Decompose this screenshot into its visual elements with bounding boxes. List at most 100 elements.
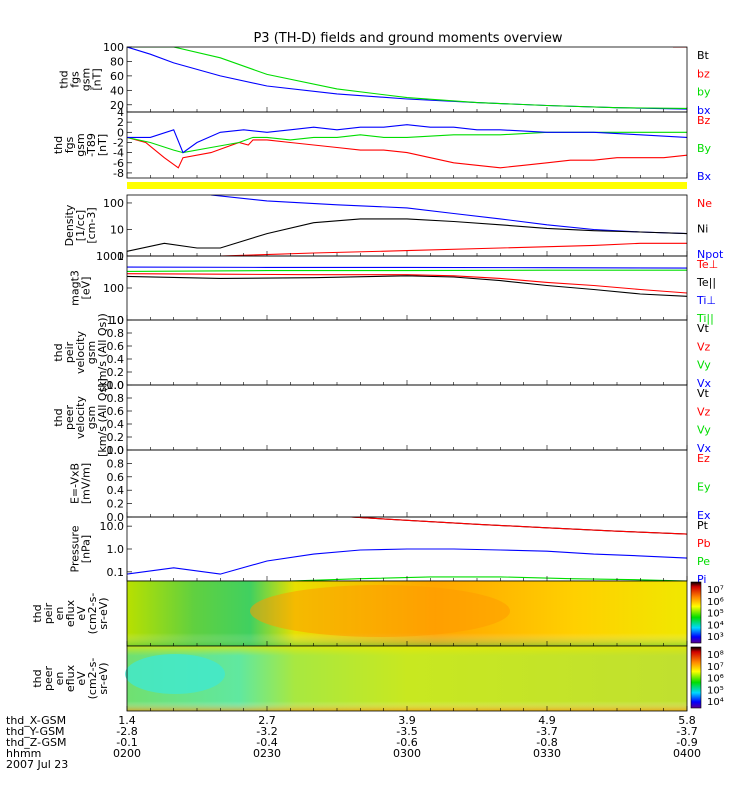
colorbar-tick-label: 10⁵ — [707, 685, 724, 696]
x-tick-label: -0.4 — [256, 736, 277, 749]
x-tick-label: -0.6 — [396, 736, 417, 749]
y-axis-label: [mV/m] — [80, 463, 93, 504]
x-tick-label: 4.9 — [538, 714, 556, 727]
y-axis-label: en — [53, 672, 66, 686]
y-tick-label: 10 — [110, 223, 124, 236]
legend-label: Te|| — [696, 276, 716, 289]
flag-bar — [127, 182, 687, 189]
colorbar-tick-label: 10³ — [707, 632, 724, 643]
colorbar-tick-label: 10⁶ — [707, 597, 724, 608]
y-axis-label: velocity — [74, 331, 87, 374]
y-tick-label: 0.8 — [107, 457, 125, 470]
x-axis-block: thd_X-GSM thd_Y-GSM thd_Z-GSM hhmm 2007 … — [6, 714, 701, 771]
x-tick-label: 0230 — [253, 747, 281, 760]
y-axis-label: [eV] — [80, 277, 93, 300]
y-tick-label: 10.0 — [100, 520, 125, 533]
x-row-label: hhmm — [6, 747, 41, 760]
legend-label: Vx — [697, 377, 712, 390]
legend-label: Npot — [697, 248, 724, 261]
series-line-ne — [127, 242, 687, 256]
y-tick-label: 80 — [110, 55, 124, 68]
y-tick-label: -4 — [113, 147, 124, 160]
y-tick-label: 0.6 — [107, 340, 125, 353]
x-tick-label: -0.1 — [116, 736, 137, 749]
y-tick-label: 0.4 — [107, 353, 125, 366]
panel-frame — [126, 111, 688, 179]
y-axis-label: thd — [52, 343, 65, 361]
legend-label: Ti⊥ — [696, 294, 716, 307]
legend-label: Ex — [697, 509, 711, 522]
legend-label: Ez — [697, 452, 710, 465]
colorbar-tick-label: 10⁷ — [707, 662, 724, 673]
y-axis-label: thd — [52, 408, 65, 426]
legend-label: Ni — [697, 223, 708, 236]
y-axis-label: velocity — [74, 396, 87, 439]
panel-pressure: 10.0 1.0 0.1 Pressure[nPa] Pt Pb Pe Pi — [69, 516, 711, 586]
x-tick-label: 0200 — [113, 747, 141, 760]
y-tick-label: 0.2 — [107, 498, 125, 511]
panel-frame — [126, 384, 688, 451]
legend-label: bx — [697, 104, 711, 117]
x-tick-label: 1.4 — [118, 714, 136, 727]
panel-temperature: 1000 100 10 magt3[eV] Te⊥ Te|| Ti⊥ Ti|| — [69, 250, 719, 327]
y-axis-label: eV — [75, 671, 88, 686]
panel-peer_velocity: 1.00.80.60.40.20.0thdpeervelocitygsm[km/… — [52, 378, 712, 457]
legend-label: By — [697, 142, 712, 155]
y-axis-label: [km/s (All Qs)] — [96, 378, 109, 457]
colorbar-tick-label: 10⁷ — [707, 585, 724, 596]
y-axis-label: fgs — [69, 71, 82, 88]
y-tick-label: 0.6 — [107, 471, 125, 484]
y-tick-label: 0.2 — [107, 366, 125, 379]
y-tick-label: 0.4 — [107, 418, 125, 431]
x-tick-label: 3.9 — [398, 714, 416, 727]
y-tick-label: 2 — [117, 116, 124, 129]
y-axis-label: thd — [31, 604, 44, 622]
x-tick-label: 2.7 — [258, 714, 276, 727]
x-tick-label: 0300 — [393, 747, 421, 760]
legend-label: bz — [697, 67, 710, 80]
y-tick-label: 40 — [110, 84, 124, 97]
y-tick-label: 100 — [103, 197, 124, 210]
y-tick-label: 0.1 — [107, 566, 125, 579]
colorbar-tick-label: 10⁸ — [707, 650, 724, 661]
y-axis-label: gsm — [85, 341, 98, 364]
y-axis-label: magt3 — [69, 270, 82, 306]
panel-frame — [126, 255, 688, 321]
series-line-bx — [127, 124, 687, 154]
legend-label: Vz — [697, 405, 711, 418]
legend-label: Vt — [697, 387, 710, 400]
y-tick-label: -2 — [113, 136, 124, 149]
y-axis-label: thd — [58, 70, 71, 88]
x-tick-label: -3.7 — [536, 725, 557, 738]
legend-label: Pb — [697, 537, 711, 550]
colorbar — [690, 581, 702, 644]
y-axis-label: eflux — [64, 599, 77, 627]
y-tick-label: 0.4 — [107, 484, 125, 497]
series-line-pb — [350, 517, 687, 535]
y-axis-label: Density — [63, 204, 76, 246]
y-axis-label: peir — [42, 602, 55, 624]
x-tick-label: -0.8 — [536, 736, 557, 749]
x-tick-label: 0330 — [533, 747, 561, 760]
legend-label: Pt — [697, 519, 709, 532]
colorbar-tick-label: 10⁴ — [707, 697, 724, 708]
y-axis-label: Pressure — [69, 525, 82, 572]
x-row-label: thd_X-GSM — [6, 714, 66, 727]
legend-label: Vy — [697, 424, 711, 437]
y-tick-label: 1 — [117, 250, 124, 263]
spectrogram-cool-region — [125, 654, 225, 694]
x-row-label: 2007 Jul 23 — [6, 758, 68, 771]
y-tick-label: 100 — [103, 41, 124, 54]
y-tick-label: 0.8 — [107, 327, 125, 340]
series-line-ti — [127, 269, 687, 272]
y-tick-label: -8 — [113, 167, 124, 180]
y-axis-label: eflux — [64, 664, 77, 692]
legend-label: Pi — [697, 573, 706, 586]
y-tick-label: -6 — [113, 157, 124, 170]
y-axis-label: [nPa] — [80, 535, 93, 563]
y-tick-label: 4 — [117, 106, 124, 119]
